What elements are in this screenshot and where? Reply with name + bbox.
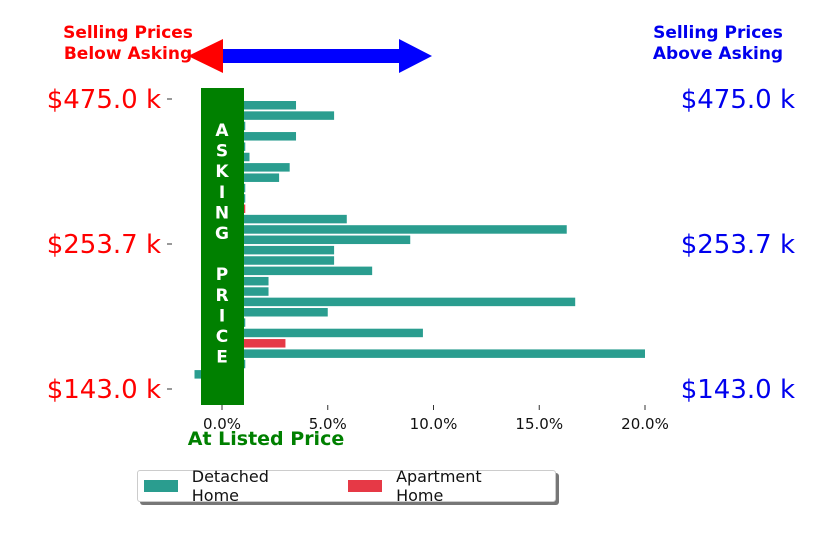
bar bbox=[222, 101, 297, 110]
arrow-shaft bbox=[223, 49, 399, 63]
legend-item-detached: Detached Home bbox=[144, 467, 320, 505]
y-axis-left: $475.0 k $253.7 k $143.0 k bbox=[47, 85, 172, 405]
legend-swatch-apartment bbox=[348, 480, 383, 492]
x-axis-label: At Listed Price bbox=[188, 428, 344, 450]
bar bbox=[222, 163, 290, 172]
y-tick-label-right: $253.7 k bbox=[681, 230, 795, 260]
legend-label-detached: Detached Home bbox=[191, 467, 269, 505]
y-axis-right: $475.0 k $253.7 k $143.0 k bbox=[681, 85, 795, 405]
bar bbox=[222, 111, 335, 120]
bar bbox=[222, 245, 335, 255]
y-tick-label-left: $143.0 k bbox=[47, 375, 161, 405]
bars-layer bbox=[194, 101, 645, 379]
bar bbox=[222, 328, 423, 338]
bar bbox=[222, 276, 269, 286]
y-tick-label-right: $475.0 k bbox=[681, 85, 795, 115]
x-tick-label: 5.0% bbox=[309, 415, 347, 433]
y-tick-label-left: $475.0 k bbox=[47, 85, 161, 115]
bar bbox=[222, 225, 567, 234]
bar bbox=[222, 132, 297, 141]
direction-arrow bbox=[188, 39, 432, 73]
legend-item-apartment: Apartment Home bbox=[348, 467, 533, 505]
bar bbox=[222, 235, 411, 245]
bar bbox=[222, 287, 269, 296]
legend: Detached Home Apartment Home bbox=[137, 467, 556, 505]
arrow-left-head bbox=[188, 39, 223, 73]
below-asking-label: Selling Prices Below Asking bbox=[63, 23, 193, 64]
bar bbox=[222, 339, 286, 348]
x-tick-label: 15.0% bbox=[515, 415, 563, 433]
y-tick-label-right: $143.0 k bbox=[681, 375, 795, 405]
bar bbox=[222, 214, 347, 224]
bar bbox=[222, 266, 373, 276]
asking-price-band bbox=[201, 88, 244, 405]
x-tick-label: 10.0% bbox=[410, 415, 458, 433]
bar bbox=[222, 349, 645, 358]
legend-label-apartment: Apartment Home bbox=[396, 467, 482, 505]
x-tick-label: 20.0% bbox=[621, 415, 669, 433]
arrow-right-head bbox=[399, 39, 432, 73]
x-axis: 0.0% 5.0% 10.0% 15.0% 20.0% bbox=[203, 405, 669, 433]
bar bbox=[222, 297, 576, 307]
legend-swatch-detached bbox=[144, 480, 178, 492]
above-asking-label: Selling Prices Above Asking bbox=[653, 23, 783, 64]
bar bbox=[222, 173, 280, 182]
bar bbox=[222, 308, 328, 317]
y-tick-label-left: $253.7 k bbox=[47, 230, 161, 260]
bar bbox=[222, 256, 335, 265]
x-tick-label: 0.0% bbox=[203, 415, 241, 433]
